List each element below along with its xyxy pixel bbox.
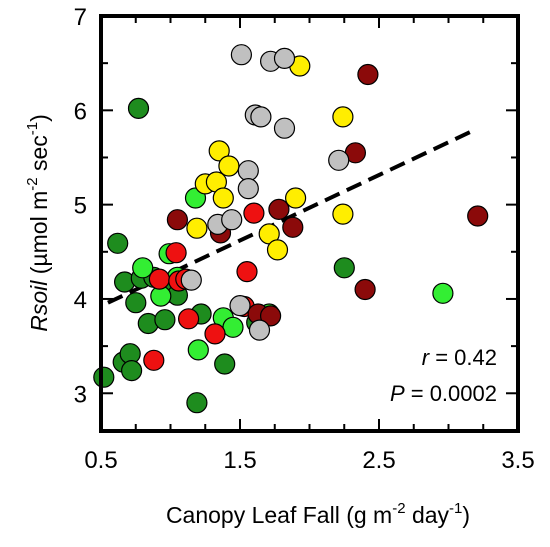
data-point	[333, 257, 355, 279]
data-point	[127, 97, 150, 120]
data-point	[107, 232, 129, 254]
data-point	[221, 209, 243, 231]
data-point	[432, 282, 454, 304]
data-point	[357, 63, 379, 86]
data-point	[268, 198, 290, 220]
data-point	[204, 323, 226, 345]
data-point	[125, 292, 147, 314]
data-point	[212, 187, 234, 209]
data-point	[178, 308, 200, 330]
x-axis-title: Canopy Leaf Fall (g m-2 day-1)	[166, 500, 470, 528]
data-point	[237, 178, 259, 200]
y-tick-label: 3	[74, 381, 87, 408]
data-point	[222, 316, 244, 338]
x-tick-label: 3.5	[501, 447, 534, 474]
data-point	[467, 205, 489, 227]
x-tick-label: 0.5	[84, 447, 117, 474]
data-point	[332, 203, 354, 225]
data-point	[237, 160, 259, 182]
data-point	[121, 360, 143, 382]
data-point	[180, 269, 202, 291]
y-tick-label: 7	[74, 4, 87, 31]
y-tick-label: 4	[74, 287, 87, 314]
x-tick-label: 1.5	[223, 447, 256, 474]
y-axis-title: Rsoil (µmol m-2 sec-1)	[24, 114, 52, 332]
data-point	[93, 366, 115, 388]
data-point	[166, 209, 188, 231]
data-point	[187, 339, 209, 361]
data-point	[285, 187, 307, 209]
data-point	[132, 257, 154, 279]
ticks-layer: 0.5 1.5 2.5 3.5 3 4 5 6 7	[74, 4, 535, 474]
data-point	[186, 392, 208, 414]
p-stat: P = 0.0002	[390, 381, 497, 406]
trend-line	[107, 127, 478, 305]
data-point	[214, 353, 236, 375]
data-point	[243, 202, 265, 224]
data-point	[236, 261, 258, 283]
data-point	[248, 319, 271, 341]
data-point	[273, 47, 296, 70]
data-points-layer	[93, 44, 489, 414]
data-point	[165, 242, 187, 264]
r-stat: r = 0.42	[422, 345, 497, 370]
data-point	[230, 44, 252, 66]
data-point	[148, 268, 170, 290]
x-tick-label: 2.5	[362, 447, 395, 474]
data-point	[282, 216, 304, 238]
data-point	[218, 155, 240, 177]
data-point	[208, 140, 230, 162]
data-point	[328, 149, 350, 171]
y-tick-label: 6	[74, 98, 87, 125]
y-tick-label: 5	[74, 193, 87, 220]
data-point	[186, 217, 208, 239]
data-point	[154, 309, 176, 331]
data-point	[332, 106, 354, 128]
data-point	[250, 106, 272, 128]
data-point	[266, 239, 289, 261]
data-point	[143, 349, 165, 371]
data-point	[273, 117, 296, 139]
data-point	[229, 295, 251, 317]
fit-line-layer	[107, 127, 478, 305]
data-point	[260, 305, 282, 327]
data-point	[354, 278, 376, 301]
